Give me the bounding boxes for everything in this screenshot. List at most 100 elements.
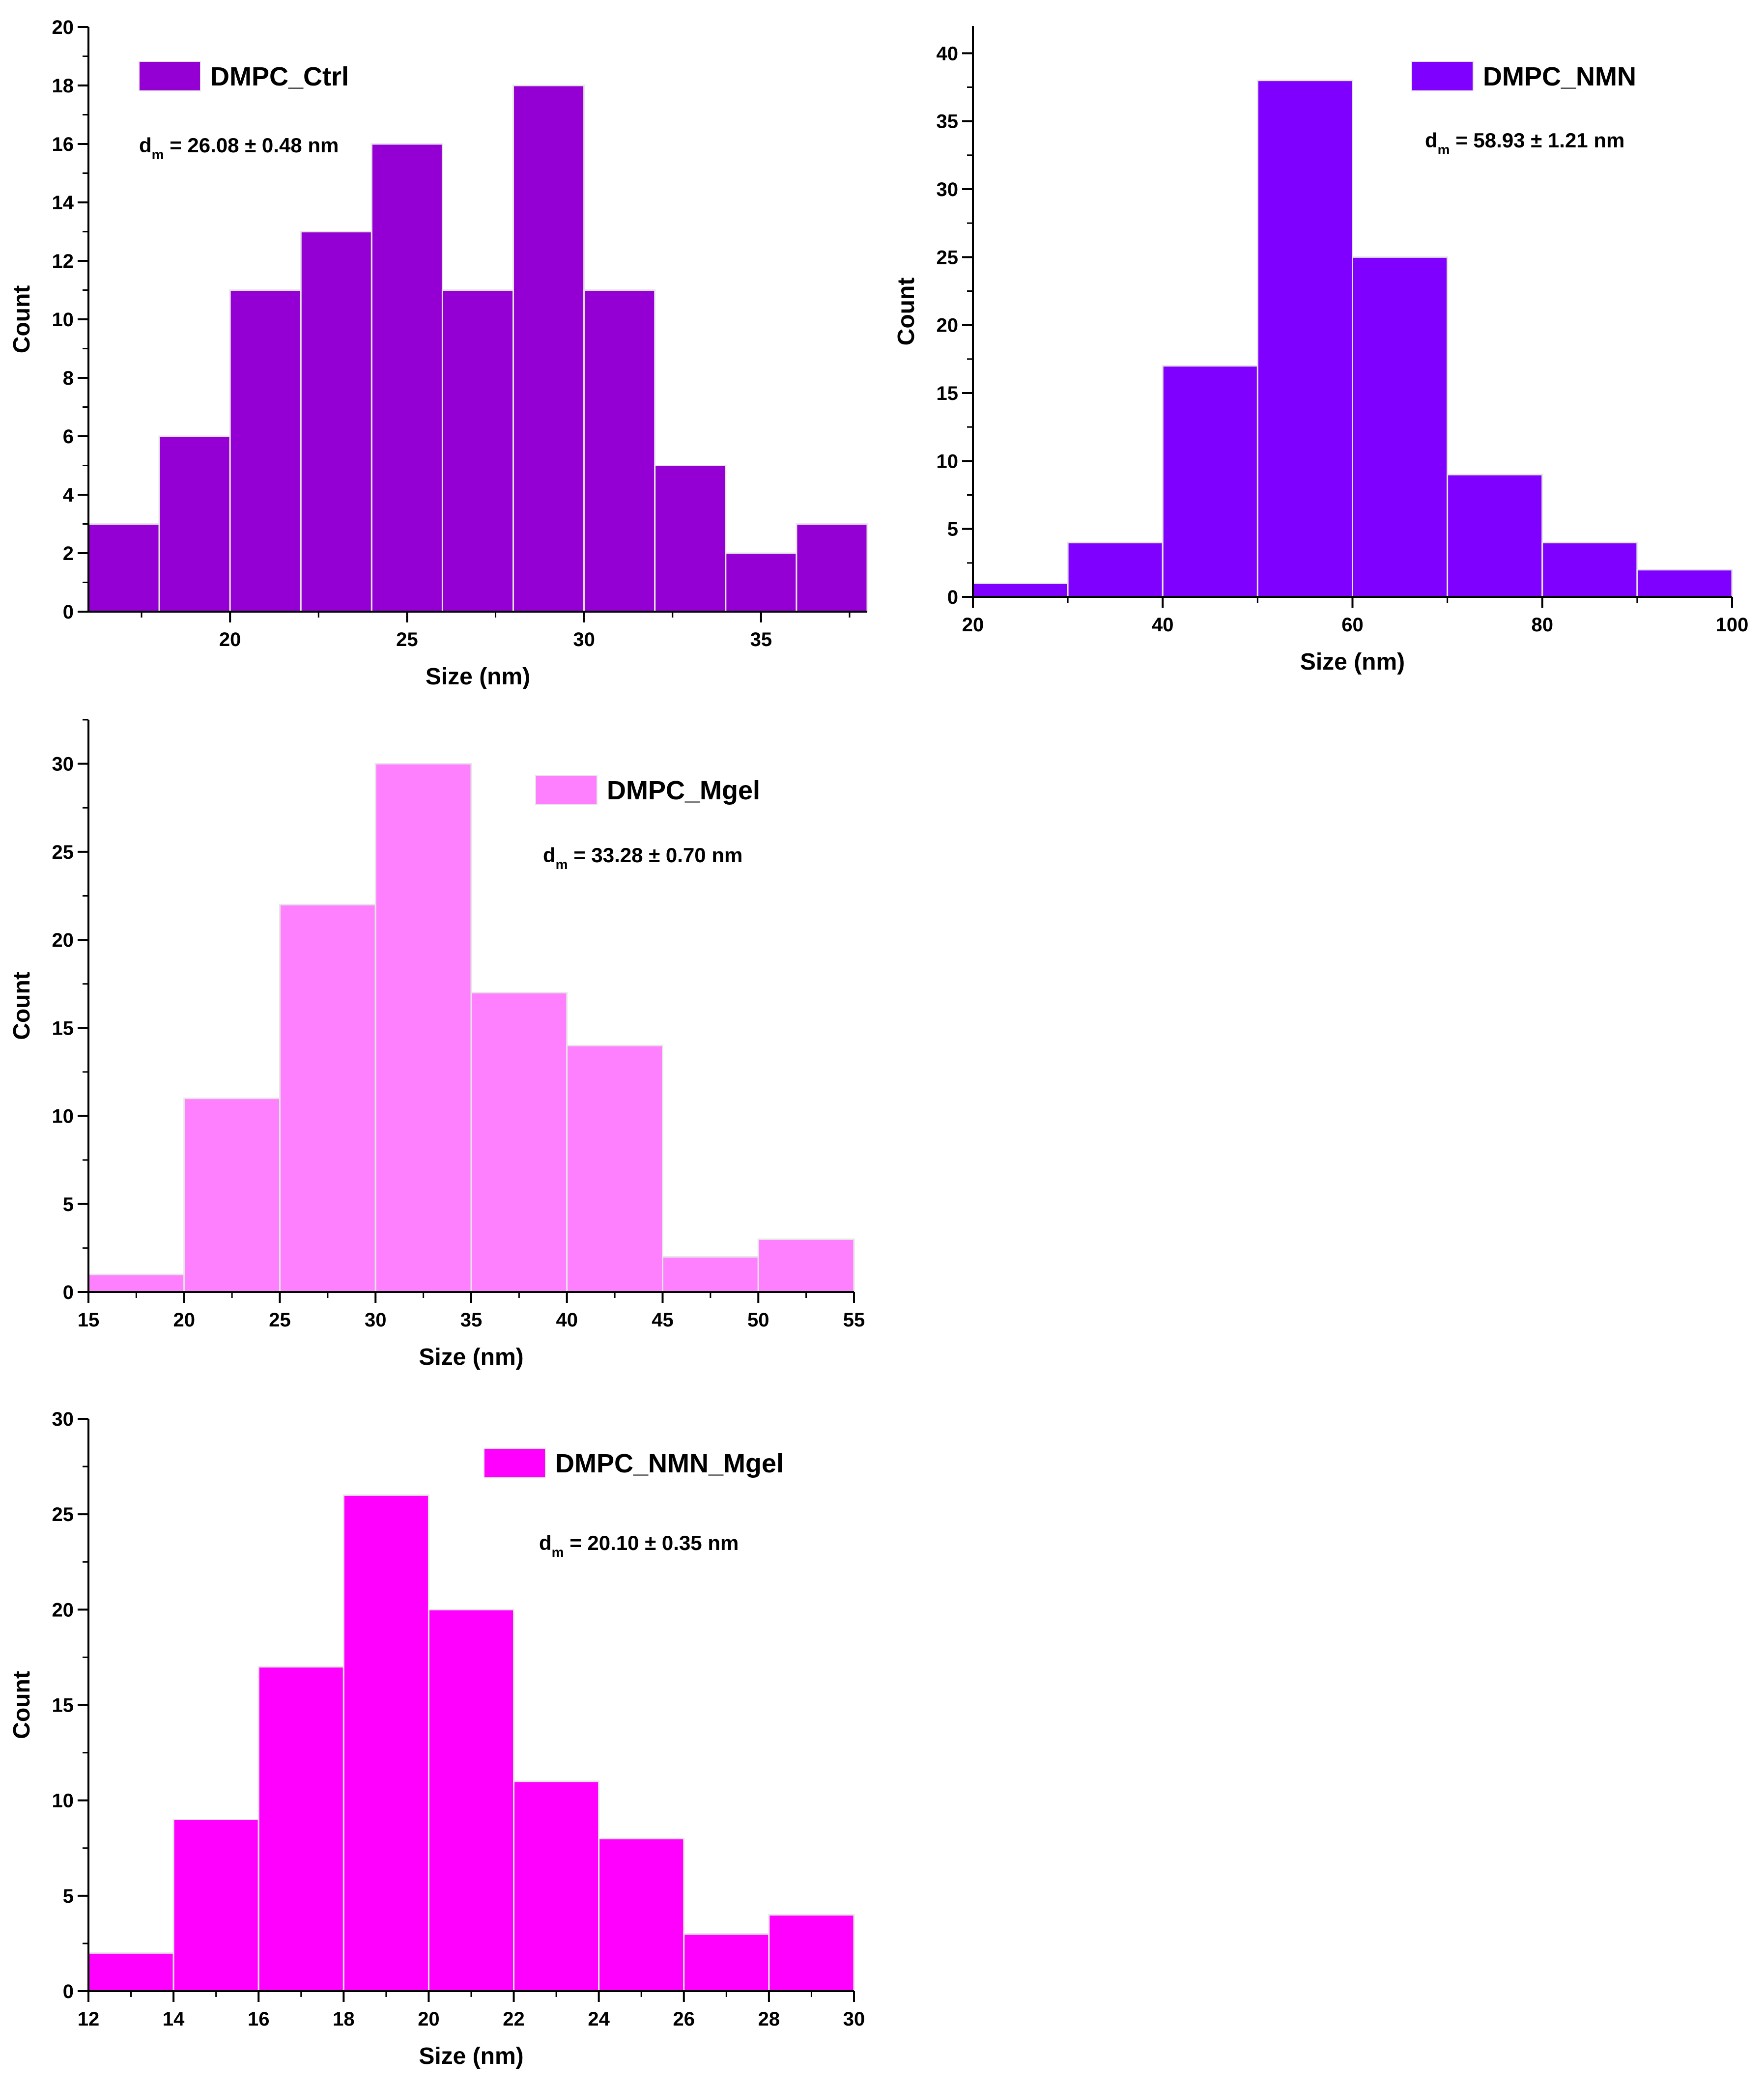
bar [683,1933,770,1992]
x-axis-title: Size (nm) [419,1344,523,1370]
bar [972,582,1069,598]
x-tick-label: 22 [503,2008,525,2030]
y-axis-title: Count [9,285,35,354]
mean-diameter-annotation: dm = 20.10 ± 0.35 nm [539,1531,739,1560]
bar [1541,541,1638,598]
y-tick-label: 6 [63,426,74,448]
bar [87,523,160,613]
x-tick-label: 50 [747,1309,769,1331]
y-axis-title: Count [893,278,919,346]
y-tick-label: 25 [52,1504,74,1525]
y-tick-label: 18 [52,75,74,97]
x-tick-label: 28 [758,2008,780,2030]
x-tick-label: 16 [248,2008,270,2030]
y-tick-label: 5 [947,519,958,540]
mean-diameter-annotation: dm = 58.93 ± 1.21 nm [1425,129,1624,157]
y-tick-label: 40 [937,43,959,64]
x-tick-label: 20 [173,1309,196,1331]
x-tick-label: 20 [418,2008,440,2030]
bar [513,1780,600,1992]
y-tick-label: 10 [52,1106,74,1127]
y-tick-label: 30 [937,179,959,200]
bar [757,1238,855,1293]
y-tick-label: 10 [52,1790,74,1812]
bar [598,1837,685,1992]
y-tick-label: 2 [63,543,74,564]
x-tick-label: 20 [962,614,984,636]
y-tick-label: 10 [52,309,74,331]
bar [662,1256,759,1293]
legend-swatch [484,1448,546,1478]
legend-label: DMPC_NMN [1483,62,1636,91]
mean-diameter-annotation: dm = 26.08 ± 0.48 nm [139,134,339,162]
x-tick-label: 80 [1532,614,1554,636]
y-tick-label: 16 [52,134,74,155]
x-axis-title: Size (nm) [426,664,530,690]
x-tick-label: 45 [652,1309,674,1331]
y-tick-label: 15 [52,1017,74,1039]
chart-1: 0 2 4 6 8 10 12 14 16 18 20 20 25 30 35 Size (nm) Count D… [9,17,868,690]
x-tick-label: 20 [219,629,241,650]
bar [566,1044,663,1293]
bar [257,1666,344,1992]
y-tick-label: 4 [63,484,74,506]
x-tick-label: 35 [460,1309,483,1331]
y-tick-label: 12 [52,251,74,272]
y-tick-label: 15 [937,383,959,404]
bar [768,1914,855,1992]
x-tick-label: 24 [588,2008,610,2030]
bar [441,289,514,613]
bar [279,903,376,1293]
y-tick-label: 15 [52,1695,74,1717]
x-tick-label: 55 [843,1309,865,1331]
y-tick-label: 0 [63,601,74,623]
y-tick-label: 5 [63,1194,74,1215]
bar [342,1494,429,1992]
y-tick-label: 0 [63,1282,74,1303]
chart-4: 0 5 10 15 20 25 30 12 14 16 18 20 22 24 26 28 30 Size (nm… [9,1409,865,2069]
legend-label: DMPC_Mgel [607,776,760,805]
x-tick-label: 100 [1716,614,1749,636]
y-axis-title: Count [9,1671,35,1739]
bar [470,992,568,1293]
y-tick-label: 8 [63,367,74,389]
legend-swatch [535,775,597,805]
legend-swatch [139,61,201,91]
bar [172,1819,259,1992]
y-tick-label: 20 [52,1599,74,1621]
bar [512,85,585,613]
y-tick-label: 25 [52,842,74,863]
bar [300,231,372,613]
y-tick-label: 25 [937,247,959,268]
bar [1067,541,1164,598]
x-tick-label: 35 [750,629,772,650]
bar [654,465,727,613]
bar [374,763,472,1293]
y-tick-label: 20 [937,315,959,337]
x-tick-label: 40 [556,1309,578,1331]
x-tick-label: 40 [1152,614,1174,636]
bar [87,1273,185,1293]
y-tick-label: 35 [937,111,959,133]
bar [1636,569,1733,598]
bar [87,1952,174,1992]
y-tick-label: 14 [52,192,74,214]
bar [158,435,231,613]
bar [583,289,656,613]
bar [370,143,443,613]
legend-label: DMPC_Ctrl [210,62,349,91]
bar [1447,474,1543,598]
y-tick-label: 0 [63,1981,74,2002]
bar [1256,80,1353,598]
y-tick-label: 10 [937,451,959,472]
x-tick-label: 18 [333,2008,355,2030]
legend-swatch [1411,61,1474,91]
y-tick-label: 5 [63,1886,74,1907]
x-tick-label: 25 [396,629,418,650]
y-tick-label: 30 [52,1409,74,1430]
y-tick-label: 20 [52,930,74,951]
x-tick-label: 14 [163,2008,185,2030]
x-tick-label: 30 [843,2008,865,2030]
y-tick-label: 20 [52,17,74,38]
